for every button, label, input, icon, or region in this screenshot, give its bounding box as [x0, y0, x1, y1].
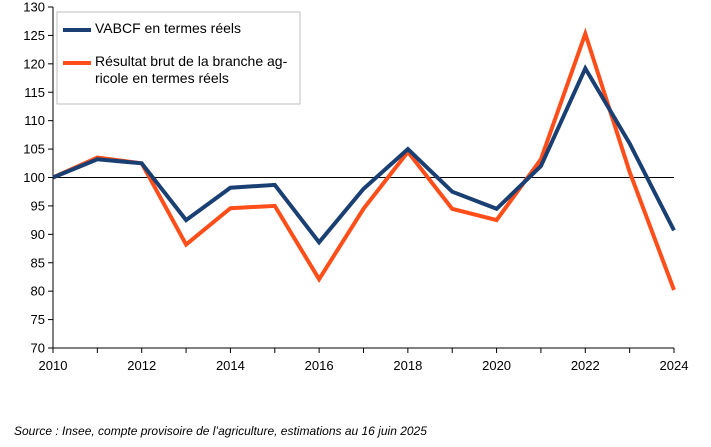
series-2-point — [184, 243, 188, 247]
y-tick-label: 125 — [23, 28, 45, 43]
series-group — [51, 27, 676, 292]
y-tick-label: 70 — [31, 341, 45, 356]
series-line-1 — [52, 64, 676, 246]
series-2-point — [450, 207, 454, 211]
series-2-point — [228, 206, 232, 210]
series-1-point — [228, 186, 232, 190]
y-tick-label: 90 — [31, 227, 45, 242]
series-1-point — [672, 228, 676, 232]
source-note: Source : Insee, compte provisoire de l’a… — [14, 424, 427, 438]
series-1-point — [95, 157, 99, 161]
x-tick-label: 2012 — [127, 358, 156, 373]
x-tick-label: 2016 — [305, 358, 334, 373]
series-2-point — [273, 204, 277, 208]
series-1-point — [273, 183, 277, 187]
series-1-point — [495, 207, 499, 211]
series-2-point — [362, 207, 366, 211]
y-tick-label: 110 — [24, 113, 45, 128]
series-1-point — [184, 218, 188, 222]
series-1-point — [583, 66, 587, 70]
series-1-point — [406, 147, 410, 151]
x-tick-label: 2010 — [39, 358, 68, 373]
legend-label-2: Résultat brut de la branche ag- — [95, 53, 288, 69]
y-tick-label: 95 — [31, 198, 45, 213]
x-tick-label: 2024 — [660, 358, 689, 373]
series-1-point — [140, 161, 144, 165]
x-axis: 2010 2012 2014 2016 2018 2020 2022 2024 — [39, 347, 689, 373]
y-tick-label: 75 — [31, 312, 45, 327]
series-2-point — [317, 277, 321, 281]
x-tick-label: 2020 — [482, 358, 511, 373]
series-1-point — [51, 176, 55, 180]
series-1-point — [317, 240, 321, 244]
series-2-point — [583, 32, 587, 36]
series-line-2 — [52, 27, 676, 291]
legend: VABCF en termes réels Résultat brut de la… — [56, 11, 301, 105]
series-1-point — [628, 141, 632, 145]
series-2-point — [495, 218, 499, 222]
y-tick-label: 80 — [31, 284, 45, 299]
y-tick-label: 105 — [23, 142, 45, 157]
y-axis: 70 75 80 85 90 95 100 105 110 115 120 125 130 — [23, 0, 54, 356]
x-tick-label: 2022 — [571, 358, 600, 373]
y-tick-label: 85 — [31, 255, 45, 270]
legend-label-1: VABCF en termes réels — [95, 20, 241, 36]
x-tick-label: 2014 — [216, 358, 245, 373]
series-1-point — [450, 190, 454, 194]
x-tick-label: 2018 — [393, 358, 422, 373]
series-2-point — [672, 288, 676, 292]
series-1-point — [539, 164, 543, 168]
series-1-point — [362, 187, 366, 191]
y-tick-label: 130 — [23, 0, 45, 15]
legend-label-2: ricole en termes réels — [95, 70, 229, 86]
y-tick-label: 100 — [23, 170, 45, 185]
y-tick-label: 120 — [23, 56, 45, 71]
legend-box — [56, 11, 301, 105]
series-2-point — [628, 170, 632, 174]
y-tick-label: 115 — [24, 85, 45, 100]
